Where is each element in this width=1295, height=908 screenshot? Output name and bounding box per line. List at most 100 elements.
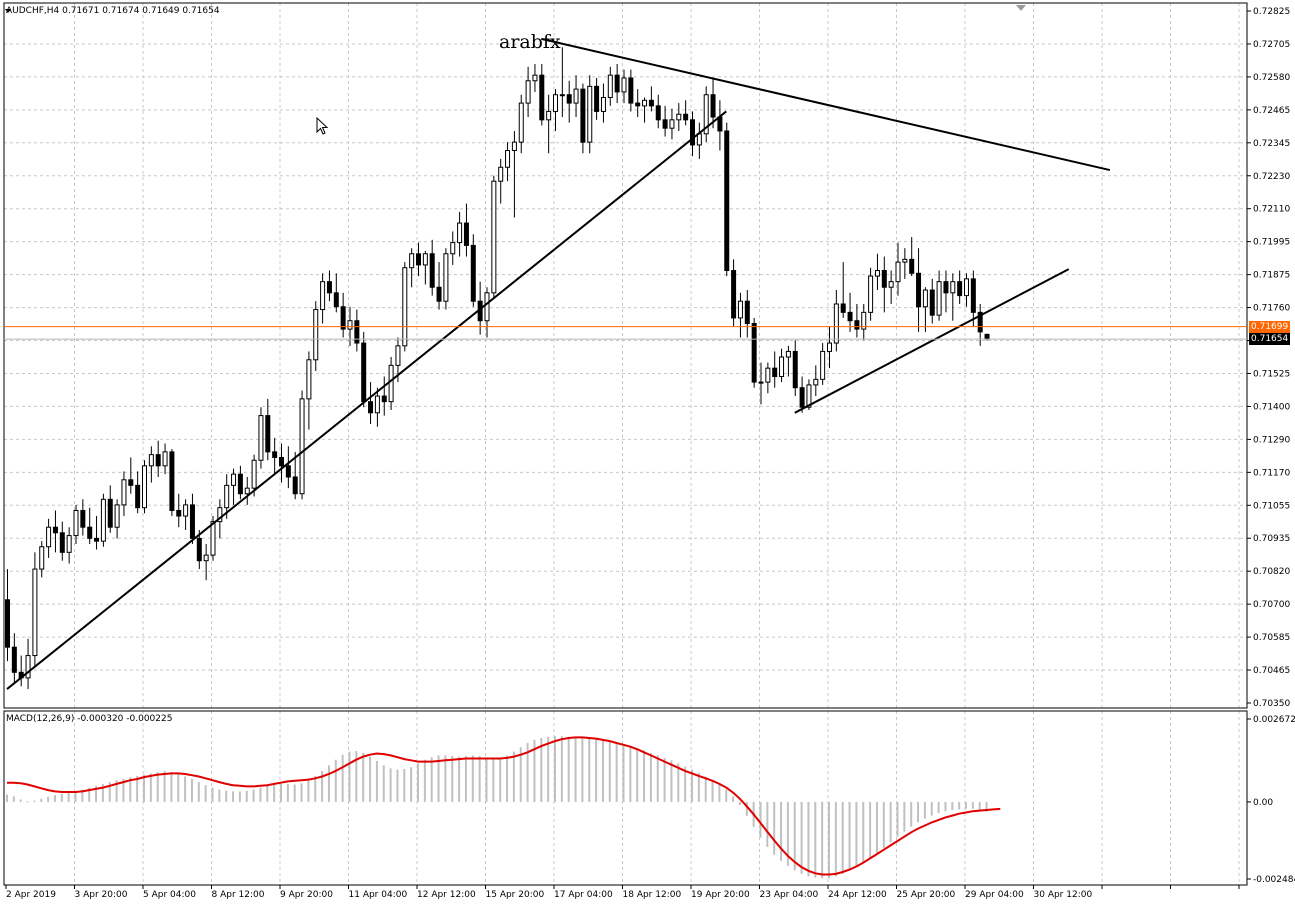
macd-bar (738, 801, 741, 806)
time-axis-label: 8 Apr 12:00 (212, 890, 265, 900)
candle-body (833, 303, 839, 344)
candle-body (854, 320, 860, 330)
macd-bar (355, 751, 358, 802)
price-axis-label: 0.70935 (1253, 534, 1290, 544)
macd-bar (19, 799, 22, 802)
candle-body (683, 113, 689, 121)
candle-body (642, 99, 648, 107)
candle-body (491, 180, 497, 294)
candle-body (505, 150, 511, 168)
candle-body (80, 509, 86, 528)
price-axis-label: 0.72230 (1253, 172, 1290, 182)
candle-body (553, 94, 558, 112)
symbol-header: AUDCHF,H4 0.71671 0.71674 0.71649 0.7165… (6, 6, 220, 16)
macd-bar (423, 759, 426, 802)
candle-body (135, 484, 141, 509)
macd-bar (204, 785, 207, 802)
candle-body (902, 258, 908, 263)
macd-bar (26, 801, 29, 803)
trend-line (794, 268, 1070, 414)
candle-body (237, 473, 243, 495)
candle-body (463, 222, 469, 246)
candle-body (799, 387, 805, 408)
overlay-lines (4, 37, 1247, 876)
macd-bar (567, 736, 570, 802)
candle-body (94, 537, 100, 542)
macd-bar (81, 789, 84, 802)
macd-bar (629, 746, 632, 802)
macd-bar (88, 787, 91, 802)
candle-body (594, 85, 600, 112)
macd-bar (574, 737, 577, 802)
candle-body (66, 535, 72, 553)
macd-bar (560, 736, 563, 802)
macd-bar (348, 751, 351, 802)
candle-body (559, 94, 565, 97)
macd-bar (232, 791, 235, 802)
price-axis-label: 0.71290 (1253, 435, 1290, 445)
candle-body (436, 286, 442, 302)
macd-bar (588, 738, 591, 802)
candle-body (121, 479, 127, 506)
macd-bar (910, 801, 913, 827)
macd-bar (971, 801, 974, 809)
candle-body (52, 526, 58, 534)
macd-histogram (6, 736, 988, 879)
macd-bar (889, 801, 892, 843)
macd-bar (684, 766, 687, 802)
macd-bar (177, 773, 180, 802)
macd-axis-label: 0.002672 (1253, 715, 1295, 725)
macd-bar (74, 791, 77, 802)
candle-body (792, 350, 798, 389)
macd-bar (163, 770, 166, 802)
macd-bar (245, 790, 248, 802)
candle-body (100, 498, 106, 542)
candle-body (813, 378, 819, 386)
macd-bar (218, 789, 221, 802)
macd-bar (122, 778, 125, 802)
candle-body (320, 281, 326, 311)
macd-bar (636, 748, 639, 802)
candle-body (977, 311, 983, 333)
price-axis-label: 0.71170 (1253, 468, 1290, 478)
bid-price-tag: 0.71699 (1249, 320, 1291, 333)
time-axis-label: 19 Apr 20:00 (691, 890, 750, 900)
candle-body (943, 281, 949, 294)
candle-body (532, 74, 538, 82)
price-panel-frame (3, 2, 1248, 709)
candle-body (258, 415, 264, 461)
time-axis-label: 3 Apr 20:00 (75, 890, 128, 900)
candle-body (416, 253, 421, 266)
candle-body (203, 554, 209, 562)
candle-body (333, 292, 339, 308)
macd-signal-line (7, 736, 1001, 876)
candle-body (909, 258, 915, 274)
macd-bar (101, 783, 104, 802)
macd-bar (33, 800, 36, 802)
price-axis-label: 0.72345 (1253, 139, 1290, 149)
candle-body (607, 74, 613, 99)
candle-body (731, 270, 737, 319)
price-axis-label: 0.70350 (1253, 699, 1290, 709)
macd-bar (821, 801, 824, 879)
candle-body (326, 281, 332, 294)
macd-bar (691, 769, 693, 802)
price-axis-label: 0.71055 (1253, 501, 1290, 511)
macd-bar (554, 736, 556, 802)
macd-panel-frame (3, 710, 1248, 886)
macd-bar (149, 773, 152, 802)
macd-bar (341, 754, 344, 802)
candle-body (806, 384, 812, 408)
time-axis-label: 11 Apr 04:00 (349, 890, 408, 900)
candle-body (169, 451, 175, 511)
macd-bar (944, 801, 947, 812)
candle-body (244, 487, 250, 495)
candle-body (936, 281, 942, 316)
candle-body (511, 141, 517, 152)
chart-shift-marker (1016, 5, 1026, 11)
candle-body (374, 395, 380, 414)
candle-body (429, 253, 435, 288)
macd-bar (478, 755, 481, 802)
price-axis-label: 0.70700 (1253, 600, 1290, 610)
